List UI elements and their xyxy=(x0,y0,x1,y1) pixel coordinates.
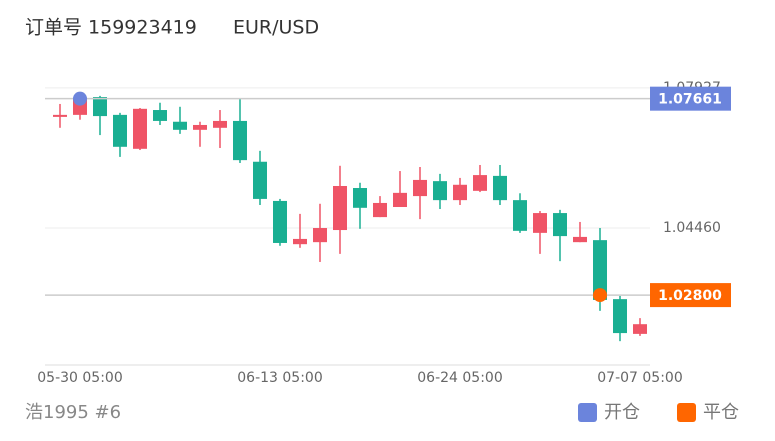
candle-body xyxy=(153,110,167,121)
candle-body xyxy=(433,181,447,201)
candle-body xyxy=(453,184,467,201)
legend-label: 开仓 xyxy=(604,402,640,423)
candle-body xyxy=(473,175,487,191)
candle-body xyxy=(353,188,367,208)
x-tick-label: 06-24 05:00 xyxy=(417,370,502,386)
price-tag xyxy=(650,86,731,111)
candle-body xyxy=(293,238,307,245)
trade-marker xyxy=(593,288,607,303)
candle-body xyxy=(513,200,527,231)
candle-body xyxy=(53,114,67,117)
candle-body xyxy=(333,185,347,231)
candle-body xyxy=(533,213,547,233)
candle-body xyxy=(493,175,507,201)
candle-body xyxy=(573,236,587,243)
candle-body xyxy=(93,97,107,117)
x-tick-label: 06-13 05:00 xyxy=(237,370,322,386)
price-tag-label: 1.07661 xyxy=(658,92,722,108)
candle-body xyxy=(633,324,647,334)
x-tick-label: 07-07 05:00 xyxy=(597,370,682,386)
trade-marker xyxy=(73,91,87,106)
candle-body xyxy=(233,120,247,161)
symbol: EUR/USD xyxy=(233,17,319,39)
account: 浩1995 #6 xyxy=(25,402,121,423)
candle-body xyxy=(213,120,227,128)
y-tick-label: 1.04460 xyxy=(663,220,721,236)
candle-body xyxy=(593,240,607,300)
candle-body xyxy=(273,200,287,243)
candle-body xyxy=(413,179,427,197)
candle-body xyxy=(373,202,387,218)
candle-body xyxy=(173,121,187,130)
candle-body xyxy=(113,114,127,147)
legend-swatch xyxy=(578,403,597,422)
candle-body xyxy=(313,228,327,243)
price-tag-label: 1.02800 xyxy=(658,288,722,304)
order-number: 订单号 159923419 xyxy=(25,17,197,39)
candle-body xyxy=(253,161,267,199)
candle-body xyxy=(133,108,147,149)
candle-body xyxy=(613,299,627,334)
price-tag xyxy=(650,283,731,308)
candle-body xyxy=(193,124,207,130)
legend-swatch xyxy=(677,403,696,422)
candle-body xyxy=(393,192,407,208)
x-tick-label: 05-30 05:00 xyxy=(37,370,122,386)
legend-label: 平仓 xyxy=(703,402,739,423)
candle-body xyxy=(553,213,567,237)
